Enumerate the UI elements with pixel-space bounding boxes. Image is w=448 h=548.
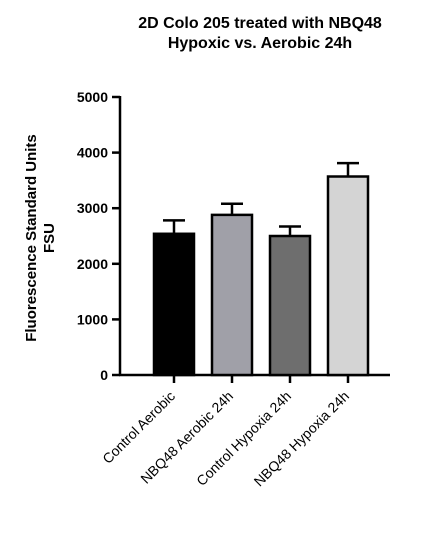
bar <box>268 234 312 377</box>
y-axis-label-line-1: Fluorescence Standard Units <box>23 134 40 342</box>
bar <box>152 232 196 377</box>
y-tick-label: 5000 <box>77 89 108 105</box>
bar <box>210 213 254 377</box>
chart-title: 2D Colo 205 treated with NBQ48 Hypoxic v… <box>138 15 382 52</box>
y-tick-label: 3000 <box>77 200 108 216</box>
y-axis: 0 1000 2000 3000 4000 5000 <box>77 89 122 383</box>
y-axis-label: Fluorescence Standard Units FSU <box>23 134 58 342</box>
bar <box>326 175 370 377</box>
chart-title-line-2: Hypoxic vs. Aerobic 24h <box>168 35 352 52</box>
x-tick-label: Control Hypoxia 24h <box>193 388 294 489</box>
y-tick-label: 1000 <box>77 311 108 327</box>
chart-title-line-1: 2D Colo 205 treated with NBQ48 <box>138 15 382 32</box>
x-tick-label: NBQ48 Hypoxia 24h <box>251 388 353 490</box>
y-axis-label-line-2: FSU <box>41 223 58 253</box>
y-tick-label: 0 <box>100 367 108 383</box>
y-tick-label: 2000 <box>77 256 108 272</box>
bars <box>152 161 370 377</box>
y-tick-label: 4000 <box>77 145 108 161</box>
